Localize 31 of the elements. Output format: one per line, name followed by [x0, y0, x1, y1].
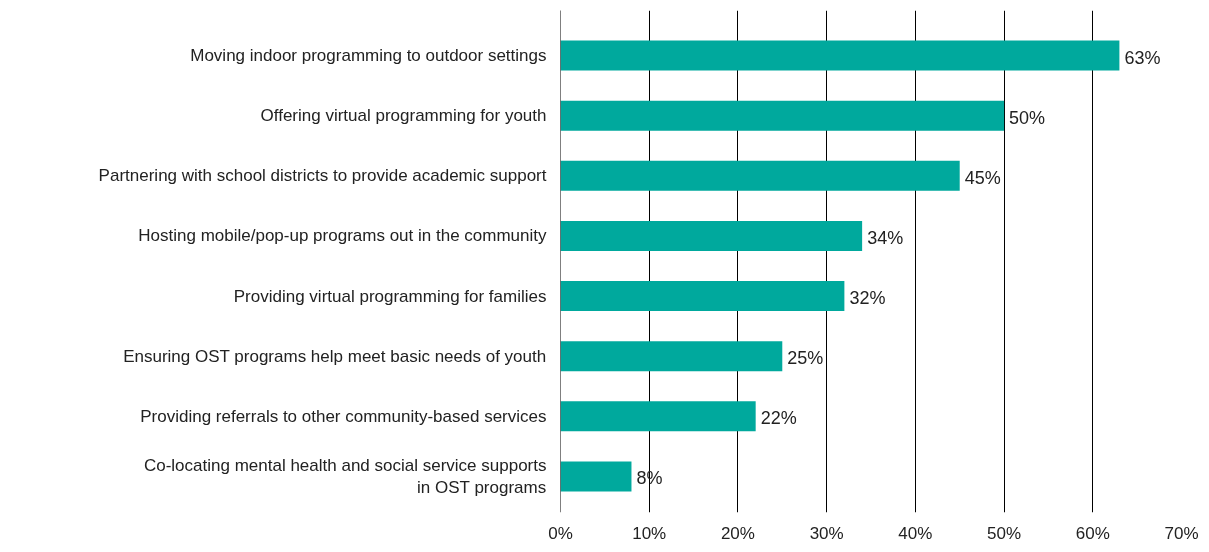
x-tick-label: 10%	[632, 523, 667, 543]
x-tick-label: 40%	[898, 523, 933, 543]
data-label: 45%	[964, 167, 1001, 188]
x-tick-label: 70%	[1164, 523, 1199, 543]
data-label: 50%	[1009, 107, 1046, 128]
bar	[560, 461, 632, 492]
y-tick-label: Hosting mobile/pop-up programs out in the community	[138, 226, 547, 246]
data-label: 63%	[1124, 47, 1161, 68]
data-label: 32%	[849, 288, 886, 309]
y-tick-label: Providing referrals to other community-based services	[140, 406, 547, 426]
bar	[560, 100, 1005, 131]
y-tick-label: Partnering with school districts to provide academic support	[98, 166, 547, 186]
x-tick-label: 50%	[987, 523, 1022, 543]
y-tick-label: Offering virtual programming for youth	[260, 106, 547, 126]
y-tick-label: Providing virtual programming for families	[233, 286, 547, 306]
x-tick-label: 0%	[548, 523, 573, 543]
bar	[560, 401, 756, 432]
y-tick-label: Moving indoor programming to outdoor settings	[190, 46, 547, 66]
data-label: 34%	[867, 227, 904, 248]
bar	[560, 40, 1120, 71]
bar	[560, 341, 783, 372]
bar	[560, 160, 960, 191]
x-tick-label: 20%	[720, 523, 755, 543]
data-label: 25%	[787, 348, 824, 369]
x-tick-label: 30%	[809, 523, 844, 543]
data-label: 22%	[760, 408, 797, 429]
y-tick-label: Co-locating mental health and social service supports in OST programs	[143, 455, 547, 498]
x-tick-label: 60%	[1075, 523, 1110, 543]
y-tick-label: Ensuring OST programs help meet basic needs of youth	[123, 346, 547, 366]
bar	[560, 220, 863, 251]
bar	[560, 281, 845, 312]
